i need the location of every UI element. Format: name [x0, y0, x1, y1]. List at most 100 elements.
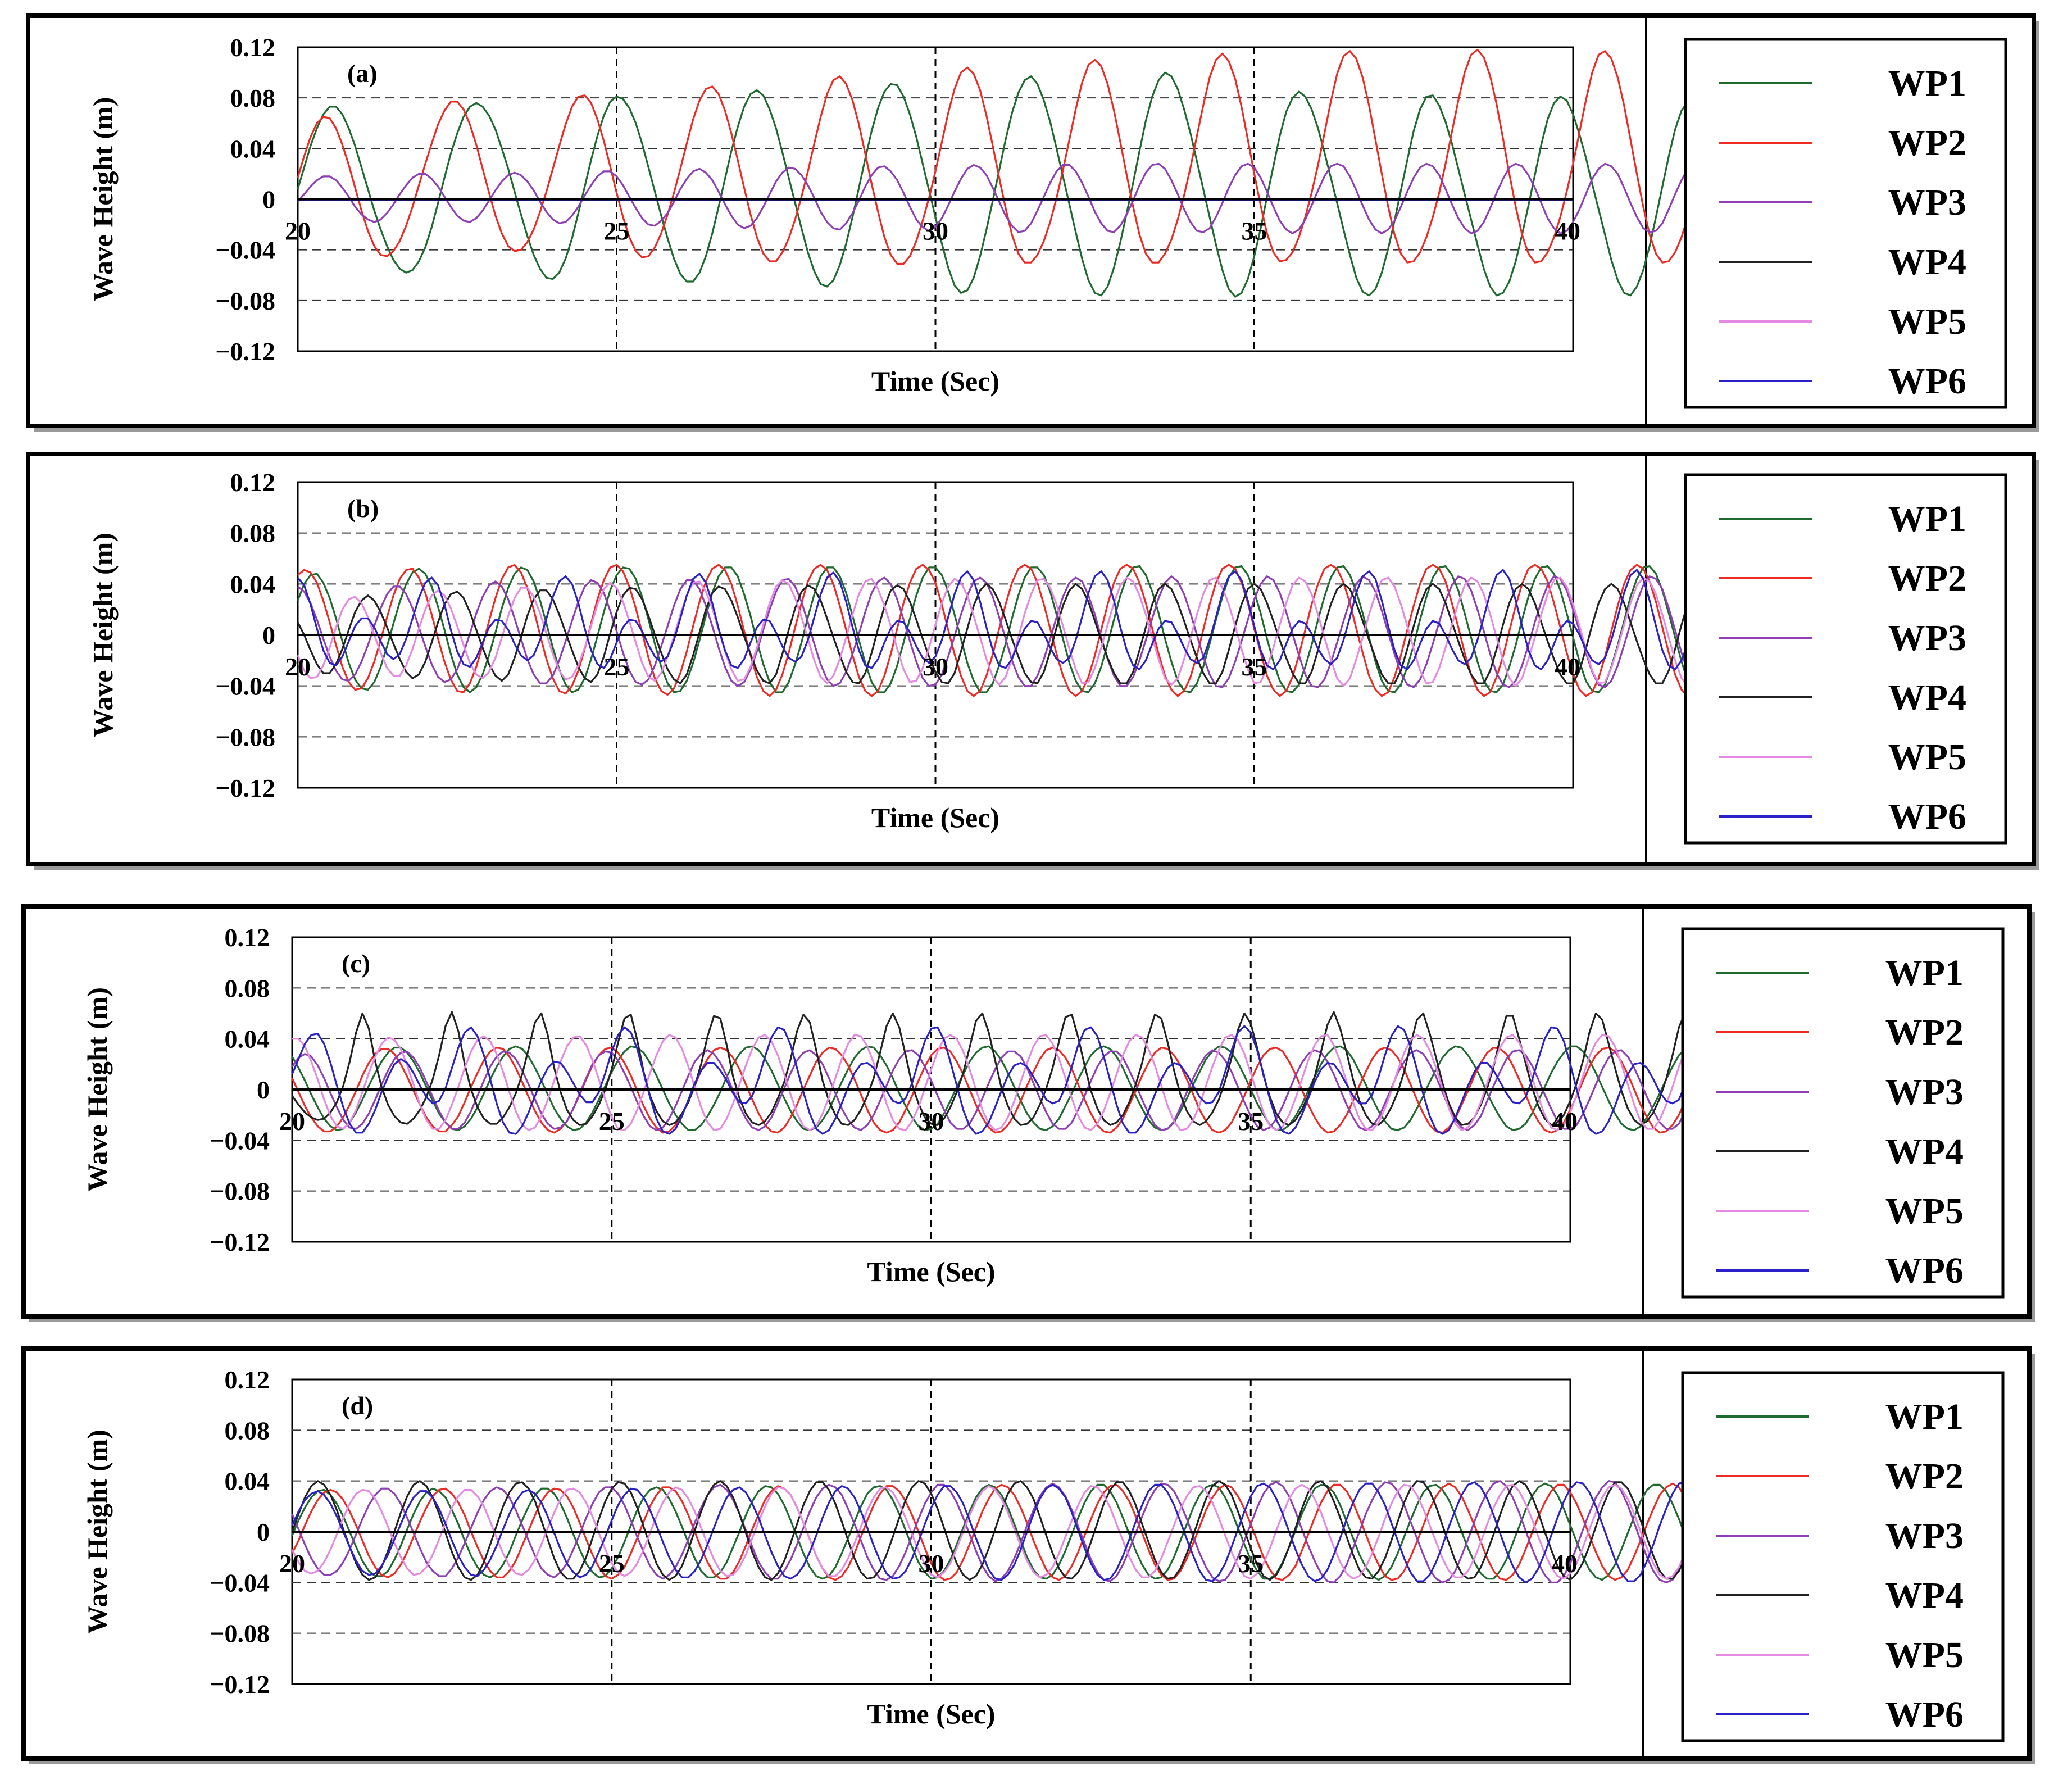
legend-label-wp4: WP4 [1885, 1575, 1964, 1616]
y-tick-label: −0.12 [210, 1670, 270, 1699]
x-tick-label: 25 [599, 1549, 625, 1578]
panel-d: 0.12 0.08 0.04 0 −0.04 −0.08 −0.12 20 25 30 35 40 (d… [21, 1346, 2035, 1764]
legend-label-wp2: WP2 [1885, 1012, 1964, 1053]
y-tick-label: 0.12 [230, 33, 276, 62]
y-tick-label: −0.04 [215, 672, 275, 701]
panel-label: (a) [347, 59, 378, 88]
y-tick-label: 0.08 [225, 1416, 270, 1445]
x-tick-label: 30 [923, 652, 948, 681]
y-tick-label: 0.08 [230, 519, 276, 548]
legend-label-wp4: WP4 [1885, 1131, 1964, 1172]
y-tick-label: −0.08 [210, 1619, 270, 1648]
x-tick-label: 40 [1552, 1107, 1578, 1136]
x-tick-label: 40 [1555, 217, 1580, 246]
x-axis-title: Time (Sec) [867, 1698, 995, 1729]
legend-label-wp3: WP3 [1885, 1072, 1964, 1113]
y-tick-label: 0 [257, 1518, 270, 1546]
y-tick-label: 0.08 [230, 84, 276, 112]
y-tick-label: −0.12 [210, 1228, 270, 1256]
series-line-wp2 [297, 48, 1823, 265]
panel-a: 0.12 0.08 0.04 0 −0.04 −0.08 −0.12 20 25 30 35 40 (a… [26, 13, 2039, 432]
legend-label-wp6: WP6 [1885, 1694, 1964, 1735]
y-tick-label: 0 [257, 1075, 270, 1104]
series-line-wp1 [291, 1045, 1801, 1131]
y-tick-label: 0.12 [230, 468, 276, 497]
x-tick-label: 20 [285, 217, 311, 246]
legend-box [1681, 1371, 2005, 1742]
legend-label-wp2: WP2 [1885, 1456, 1964, 1497]
legend-label-wp2: WP2 [1888, 122, 1966, 164]
legend-label-wp1: WP1 [1888, 63, 1966, 104]
series-line-wp2 [297, 564, 1778, 697]
y-axis-title: Wave Height (m) [81, 1429, 113, 1634]
y-axis-title: Wave Height (m) [87, 97, 119, 302]
panel-label: (b) [347, 494, 379, 523]
legend-label-wp3: WP3 [1888, 618, 1966, 659]
x-tick-label: 40 [1555, 652, 1580, 681]
legend-box [1684, 38, 2007, 409]
series-line-wp5 [292, 1034, 1827, 1131]
y-tick-label: −0.12 [215, 774, 275, 802]
series-line-wp5 [297, 576, 1823, 687]
y-tick-label: 0.04 [225, 1467, 270, 1496]
x-tick-label: 40 [1552, 1549, 1578, 1578]
y-tick-label: −0.04 [210, 1126, 270, 1155]
series-line-wp4 [291, 1011, 1808, 1126]
x-tick-label: 35 [1242, 652, 1267, 681]
panel-label: (c) [342, 949, 370, 978]
x-tick-label: 30 [919, 1107, 944, 1136]
panel-label: (d) [342, 1391, 373, 1420]
x-tick-label: 20 [279, 1107, 305, 1136]
x-axis-title: Time (Sec) [867, 1256, 995, 1287]
x-tick-label: 35 [1238, 1549, 1264, 1578]
y-tick-label: 0.04 [230, 570, 276, 598]
y-tick-label: −0.04 [210, 1568, 270, 1597]
y-axis-title: Wave Height (m) [87, 533, 119, 737]
x-tick-label: 25 [599, 1107, 625, 1136]
y-tick-label: 0 [262, 621, 275, 650]
series-line-wp5 [291, 1483, 1814, 1580]
x-tick-label: 25 [604, 652, 630, 681]
x-tick-label: 20 [279, 1549, 305, 1578]
x-tick-label: 35 [1238, 1107, 1264, 1136]
y-tick-label: 0.08 [225, 974, 270, 1002]
legend-label-wp1: WP1 [1885, 1396, 1964, 1437]
legend-label-wp4: WP4 [1888, 677, 1966, 718]
y-tick-label: −0.08 [215, 287, 275, 315]
legend-label-wp5: WP5 [1888, 737, 1966, 778]
series-line-wp6 [297, 569, 1804, 670]
y-tick-label: −0.04 [215, 236, 275, 265]
legend-label-wp1: WP1 [1885, 952, 1964, 993]
x-axis-title: Time (Sec) [871, 365, 999, 397]
legend-label-wp2: WP2 [1888, 558, 1966, 599]
series-line-wp3 [297, 162, 1784, 234]
panel-c: 0.12 0.08 0.04 0 −0.04 −0.08 −0.12 20 25 30 35 40 (c… [21, 904, 2035, 1322]
y-tick-label: −0.08 [215, 723, 275, 751]
series-line-wp1 [291, 1482, 1801, 1581]
y-tick-label: 0.12 [225, 1365, 270, 1394]
series-line-wp3 [291, 1049, 1801, 1131]
legend-label-wp5: WP5 [1885, 1191, 1964, 1232]
legend-label-wp5: WP5 [1888, 301, 1966, 342]
series-line-wp6 [291, 1025, 1846, 1135]
legend-box [1684, 473, 2007, 845]
y-tick-label: 0.12 [225, 923, 270, 952]
y-tick-label: −0.12 [215, 337, 275, 366]
legend-label-wp1: WP1 [1888, 498, 1966, 539]
series-line-wp2 [291, 1482, 1795, 1581]
legend-label-wp3: WP3 [1888, 182, 1966, 223]
x-tick-label: 35 [1242, 217, 1267, 246]
legend-label-wp6: WP6 [1885, 1250, 1964, 1291]
legend-label-wp3: WP3 [1885, 1515, 1964, 1556]
y-tick-label: 0.04 [225, 1025, 270, 1054]
y-tick-label: 0 [262, 185, 275, 214]
series-line-wp3 [297, 575, 1803, 688]
x-axis-title: Time (Sec) [871, 802, 999, 833]
panel-b: 0.12 0.08 0.04 0 −0.04 −0.08 −0.12 20 25 30 35 40 (b… [26, 452, 2039, 870]
legend-label-wp4: WP4 [1888, 242, 1966, 283]
series-line-wp4 [297, 583, 1772, 684]
x-tick-label: 30 [919, 1549, 944, 1578]
y-tick-label: 0.04 [230, 134, 276, 163]
legend-label-wp6: WP6 [1888, 361, 1966, 402]
series-line-wp2 [291, 1046, 1801, 1134]
